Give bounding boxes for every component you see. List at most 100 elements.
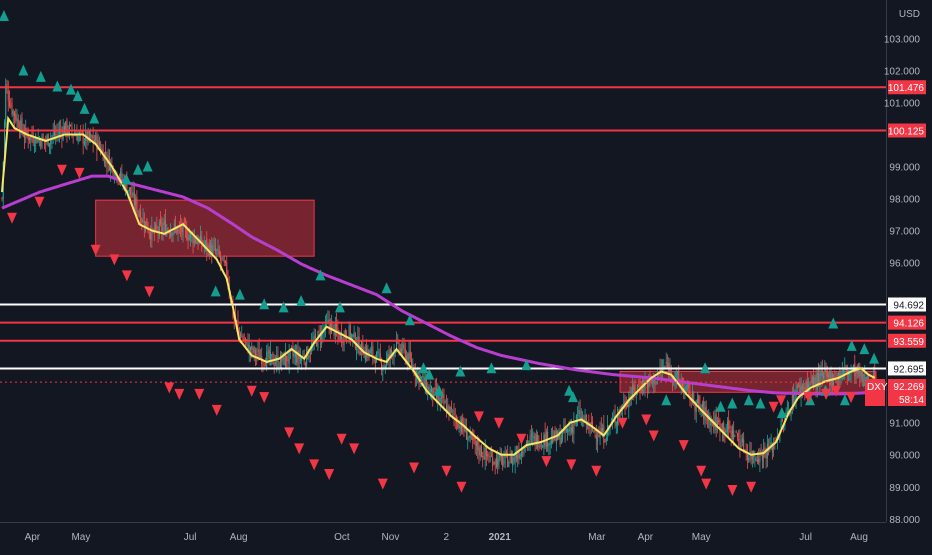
candle-body (424, 377, 426, 388)
candle-body (627, 404, 629, 407)
candle-body (337, 327, 339, 334)
candle-body (138, 214, 140, 216)
candle-body (811, 376, 813, 384)
candle-body (773, 442, 775, 449)
candle-body (475, 441, 477, 446)
candle-body (31, 132, 33, 138)
candle-body (647, 379, 649, 389)
buy-signal-marker (259, 298, 270, 310)
candle-body (343, 333, 345, 346)
candle-body (348, 325, 350, 342)
candle-body (859, 365, 861, 377)
candle-body (16, 117, 18, 122)
candle-body (843, 368, 845, 375)
candle-body (186, 229, 188, 240)
candle-body (755, 457, 757, 462)
candle-body (706, 417, 708, 420)
candle-body (499, 453, 501, 459)
candle-body (196, 241, 198, 244)
candle-body (22, 132, 24, 136)
candle-body (804, 387, 806, 390)
candle-body (433, 387, 435, 399)
candle-body (479, 446, 481, 457)
candle-body (81, 130, 83, 133)
candle-body (161, 222, 163, 232)
candle-body (736, 433, 738, 438)
candle-body (428, 386, 430, 394)
candle-body (210, 243, 212, 256)
candle-body (604, 441, 606, 443)
candle-body (734, 435, 736, 437)
buy-signal-marker (455, 365, 466, 377)
buy-signal-marker (418, 362, 429, 374)
candle-body (35, 135, 37, 143)
candle-body (794, 399, 796, 404)
candle-body (653, 376, 655, 384)
candle-body (338, 332, 340, 342)
candle-body (218, 250, 220, 256)
sell-signal-marker (456, 481, 467, 493)
candle-body (640, 389, 642, 391)
candle-body (437, 393, 439, 400)
candle-body (805, 382, 807, 391)
candle-body (738, 438, 740, 440)
candle-body (242, 336, 244, 341)
candle-body (490, 455, 492, 457)
time-axis[interactable]: Apr May Jul Aug Oct Nov 2 2021 Mar Apr May Jul Aug (25, 532, 868, 543)
buy-signal-marker (52, 80, 63, 92)
candle-body (404, 348, 406, 361)
candle-body (718, 419, 720, 422)
candle-body (450, 407, 452, 410)
candle-body (341, 331, 343, 343)
candle-body (97, 139, 99, 150)
price-tick-label: 88.000 (889, 515, 920, 526)
candle-body (560, 437, 562, 444)
candle-body (37, 138, 39, 142)
candle-body (366, 346, 368, 357)
candle-body (11, 102, 13, 115)
price-tick-label: 99.000 (889, 163, 920, 174)
candle-body (55, 134, 57, 136)
candle-body (76, 133, 78, 141)
candle-body (399, 348, 401, 353)
candle-body (771, 443, 773, 453)
candle-body (303, 358, 305, 363)
sell-signal-marker (336, 433, 347, 445)
candle-body (791, 394, 793, 409)
candle-body (249, 347, 251, 352)
price-axis[interactable]: 103.000 102.000 101.000 99.000 98.000 97.000 9… (884, 34, 921, 525)
candle-body (726, 421, 728, 432)
sell-signal-marker (294, 443, 305, 455)
candle-body (5, 83, 7, 126)
buy-signal-marker (79, 102, 90, 114)
candle-body (296, 353, 298, 363)
candle-body (821, 369, 823, 376)
candle-body (301, 358, 303, 361)
candle-body (733, 430, 735, 440)
candle-body (388, 354, 390, 358)
candle-body (774, 440, 776, 442)
candle-body (419, 376, 421, 381)
candle-body (220, 256, 221, 261)
level-label-box (888, 333, 926, 348)
candle-body (814, 377, 816, 385)
candle-body (855, 366, 857, 380)
candle-body (241, 336, 243, 338)
candle-body (418, 371, 420, 384)
candle-body (809, 383, 811, 385)
buy-signal-marker (521, 359, 532, 371)
candle-body (502, 456, 504, 466)
sell-signal-marker (121, 270, 132, 282)
candle-body (666, 364, 668, 366)
candle-body (267, 351, 269, 354)
candle-body (745, 449, 747, 452)
candle-body (213, 245, 215, 247)
level-label: 93.559 (893, 337, 924, 348)
candle-body (785, 411, 787, 417)
price-tick-label: 96.000 (889, 259, 920, 270)
candle-body (101, 149, 103, 152)
candle-body (58, 129, 60, 135)
candle-body (530, 433, 532, 436)
candle-body (141, 220, 143, 222)
